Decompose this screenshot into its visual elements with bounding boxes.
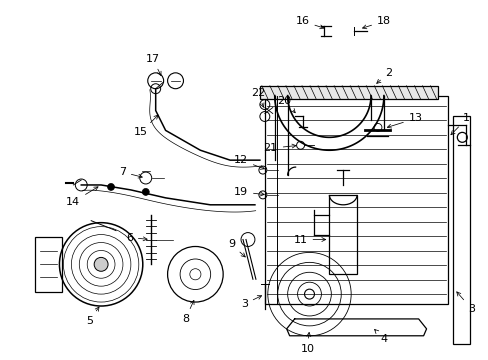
Text: 16: 16	[295, 16, 323, 29]
Text: 15: 15	[134, 115, 158, 138]
Text: 10: 10	[300, 332, 314, 354]
Text: 9: 9	[227, 239, 245, 257]
Text: 7: 7	[119, 167, 142, 178]
Text: 21: 21	[263, 143, 295, 153]
Text: 17: 17	[145, 54, 161, 76]
Bar	[452, 116, 469, 344]
Text: 11: 11	[293, 234, 325, 244]
Circle shape	[142, 188, 149, 195]
Bar	[264, 96, 447, 304]
Text: 14: 14	[66, 187, 98, 207]
Text: 3: 3	[456, 292, 474, 314]
Text: 4: 4	[374, 329, 386, 344]
Bar	[35, 237, 62, 292]
Circle shape	[107, 184, 114, 190]
Text: 13: 13	[386, 113, 422, 128]
Text: 3: 3	[241, 296, 261, 309]
Text: 12: 12	[233, 155, 264, 169]
Text: 18: 18	[362, 16, 390, 29]
Text: 19: 19	[233, 187, 264, 197]
Text: 22: 22	[250, 88, 264, 107]
Text: 8: 8	[182, 300, 194, 324]
Bar	[328, 195, 356, 274]
Circle shape	[94, 257, 108, 271]
Text: 2: 2	[376, 68, 392, 84]
Text: 6: 6	[125, 233, 147, 243]
Bar	[259, 86, 438, 99]
Text: 20: 20	[277, 96, 295, 113]
Text: 1: 1	[450, 113, 469, 135]
Text: 5: 5	[85, 307, 99, 326]
